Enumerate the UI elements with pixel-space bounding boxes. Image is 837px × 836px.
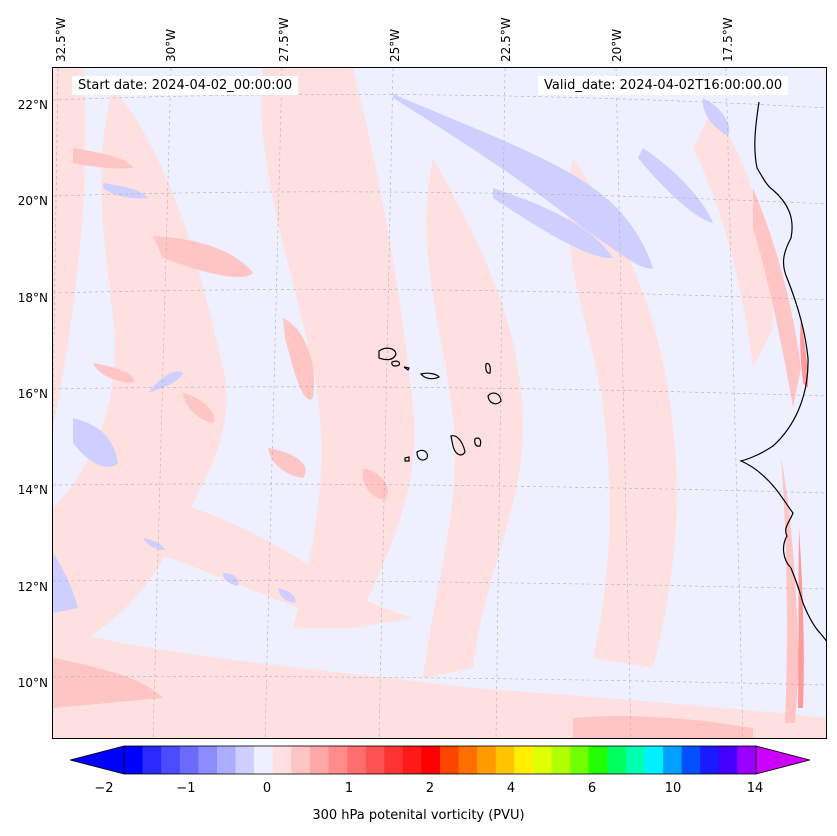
- colorbar-segment: [477, 746, 497, 774]
- colorbar-segment: [495, 746, 515, 774]
- colorbar-segment: [644, 746, 664, 774]
- valid-date-label: Valid_date: 2024-04-02T16:00:00.00: [538, 76, 789, 95]
- lon-label-30w: 30°W: [164, 28, 178, 62]
- colorbar-segment: [625, 746, 645, 774]
- colorbar: [70, 745, 810, 775]
- lat-label-14n: 14°N: [17, 483, 48, 497]
- africa-coastline: [739, 101, 826, 642]
- lon-label-32-5w: 32.5°W: [54, 17, 68, 62]
- lon-label-27-5w: 27.5°W: [277, 17, 291, 62]
- lon-label-22-5w: 22.5°W: [499, 17, 513, 62]
- island-santo-antao: [378, 347, 397, 361]
- colorbar-segment: [216, 746, 236, 774]
- colorbar-under-arrow: [70, 745, 125, 775]
- colorbar-segment: [384, 746, 404, 774]
- colorbar-segment: [737, 746, 757, 774]
- negative-pv-regions: [53, 94, 730, 613]
- cb-tick--1: −1: [176, 781, 196, 796]
- graticule: [53, 68, 826, 738]
- potential-vorticity-field: [53, 68, 826, 738]
- colorbar-segment: [514, 746, 534, 774]
- colorbar-segment: [402, 746, 422, 774]
- island-brava: [404, 456, 410, 462]
- lat-label-12n: 12°N: [17, 580, 48, 594]
- island-santa-luzia: [403, 366, 410, 371]
- island-maio: [474, 437, 482, 447]
- colorbar-outline: [123, 745, 757, 775]
- island-fogo: [416, 449, 428, 461]
- lat-label-18n: 18°N: [17, 291, 48, 305]
- colorbar-segment: [254, 746, 274, 774]
- stronger-positive-pv-regions: [53, 148, 801, 738]
- island-sao-nicolau: [419, 372, 440, 380]
- cb-tick-14: 14: [746, 781, 764, 796]
- lat-label-10n: 10°N: [17, 676, 48, 690]
- lat-label-22n: 22°N: [17, 98, 48, 112]
- cb-tick-1: 1: [344, 781, 354, 796]
- colorbar-label: 300 hPa potenital vorticity (PVU): [312, 808, 525, 823]
- colorbar-segment: [347, 746, 366, 774]
- cb-tick-0: 0: [262, 781, 272, 796]
- colorbar-over-arrow: [755, 745, 810, 775]
- colorbar-segment: [607, 746, 627, 774]
- lat-label-20n: 20°N: [17, 194, 48, 208]
- colorbar-segment: [681, 746, 701, 774]
- lon-label-25w: 25°W: [388, 28, 402, 62]
- colorbar-segment: [124, 746, 143, 774]
- map-frame[interactable]: [52, 67, 827, 739]
- colorbar-segment: [365, 746, 385, 774]
- colorbar-segment: [179, 746, 199, 774]
- colorbar-segment: [272, 746, 292, 774]
- colorbar-segment: [235, 746, 255, 774]
- cb-tick-4: 4: [506, 781, 516, 796]
- colorbar-segment: [309, 746, 329, 774]
- colorbar-segment: [718, 746, 738, 774]
- coastlines: [378, 101, 826, 642]
- colorbar-segment: [588, 746, 608, 774]
- island-sao-vicente: [391, 360, 401, 367]
- colorbar-segment: [532, 746, 552, 774]
- colorbar-segment: [551, 746, 571, 774]
- lon-label-20w: 20°W: [610, 28, 624, 62]
- lon-label-17-5w: 17.5°W: [721, 17, 735, 62]
- colorbar-segment: [458, 746, 478, 774]
- start-date-label: Start date: 2024-04-02_00:00:00: [72, 76, 299, 95]
- colorbar-segment: [291, 746, 311, 774]
- colorbar-segment: [700, 746, 720, 774]
- colorbar-segments: [124, 746, 757, 774]
- positive-pv-regions: [53, 68, 826, 738]
- cb-tick-2: 2: [425, 781, 435, 796]
- colorbar-segment: [421, 746, 441, 774]
- island-sal: [485, 362, 491, 374]
- colorbar-segment: [570, 746, 590, 774]
- cb-tick--2: −2: [94, 781, 114, 796]
- colorbar-segment: [142, 746, 162, 774]
- colorbar-segment: [328, 746, 348, 774]
- colorbar-segment: [663, 746, 682, 774]
- colorbar-segment: [161, 746, 181, 774]
- colorbar-segment: [440, 746, 459, 774]
- island-santiago: [450, 435, 466, 456]
- lat-label-16n: 16°N: [17, 387, 48, 401]
- island-boa-vista: [487, 392, 502, 405]
- strong-positive-pv-filaments: [798, 318, 809, 708]
- cb-tick-6: 6: [587, 781, 597, 796]
- colorbar-segment: [198, 746, 218, 774]
- cb-tick-10: 10: [664, 781, 682, 796]
